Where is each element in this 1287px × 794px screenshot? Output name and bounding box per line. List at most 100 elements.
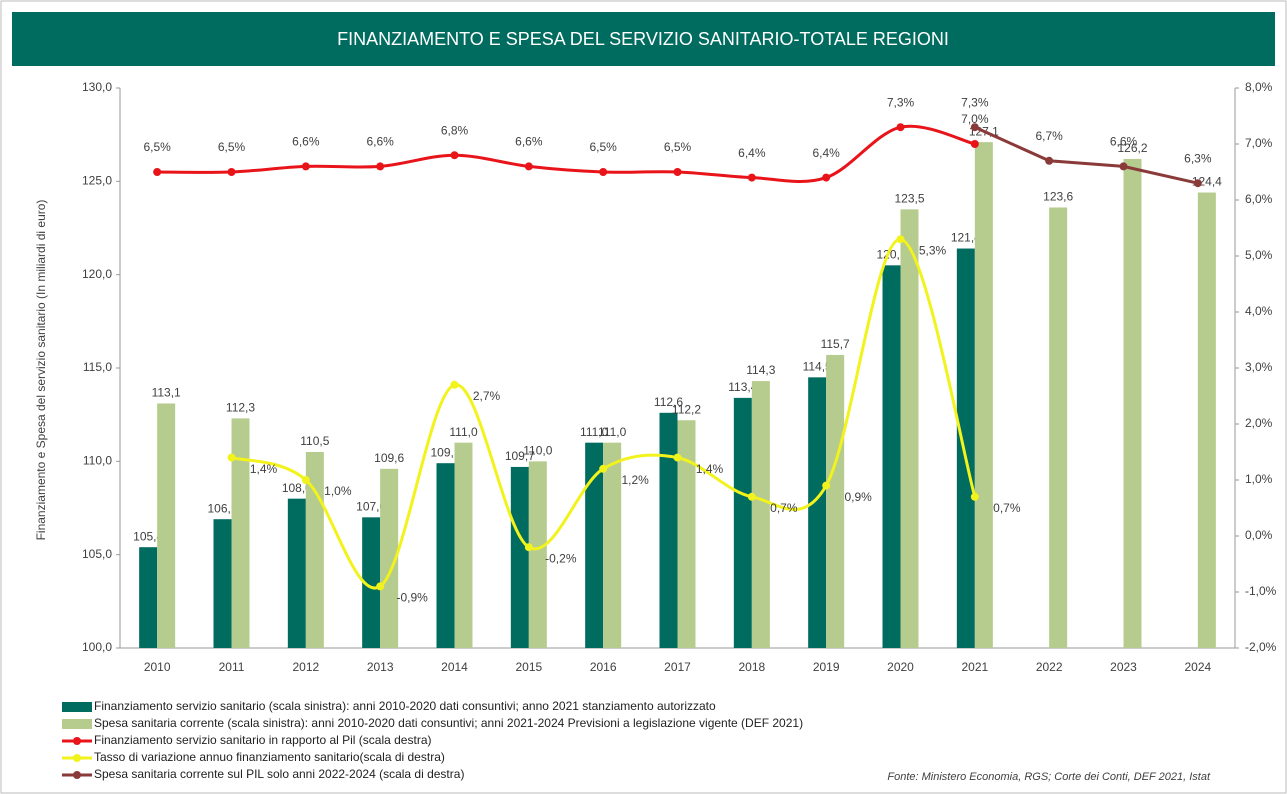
line-point (822, 173, 831, 182)
bar-value-label: 111,0 (580, 425, 609, 439)
line-point (153, 168, 162, 176)
line-point (970, 123, 979, 132)
line (974, 125, 1199, 185)
bar-value-label: 115,7 (821, 337, 850, 351)
x-tick-label: 2021 (961, 660, 988, 674)
bar (157, 403, 176, 648)
line-value-label: 2,7% (473, 389, 501, 403)
line-value-label: 6,4% (812, 146, 840, 160)
header-band (12, 12, 1275, 66)
bar (659, 412, 678, 648)
bar (1197, 192, 1216, 649)
line-point (747, 492, 756, 501)
y2-tick-label: 4,0% (1245, 304, 1273, 318)
line-point (450, 151, 459, 160)
line-point (524, 162, 533, 171)
line-point (227, 168, 236, 176)
y-tick-label: 100,0 (82, 640, 112, 654)
bar (900, 209, 919, 649)
x-tick-label: 2020 (887, 660, 914, 674)
line-point (1193, 179, 1202, 188)
y2-tick-label: 2,0% (1245, 416, 1273, 430)
y2-tick-label: -2,0% (1245, 640, 1277, 654)
legend-dot (73, 771, 81, 779)
x-tick-label: 2023 (1110, 660, 1137, 674)
x-tick-label: 2017 (664, 660, 691, 674)
legend-swatch (62, 719, 92, 729)
bar-value-label: 112,6 (654, 395, 683, 409)
bar-value-label: 110,0 (523, 444, 552, 458)
x-tick-label: 2019 (813, 660, 840, 674)
y2-tick-label: 3,0% (1245, 360, 1273, 374)
line-point (227, 453, 236, 462)
bar (826, 354, 845, 648)
y-tick-label: 120,0 (82, 267, 112, 281)
bar-value-label: 109,6 (374, 451, 404, 465)
bar-value-label: 109,7 (505, 449, 535, 463)
source: Fonte: Ministero Economia, RGS; Corte de… (887, 771, 1211, 783)
y-tick-label: 105,0 (82, 547, 112, 561)
bar-value-label: 108,0 (282, 481, 312, 495)
y2-tick-label: 0,0% (1245, 528, 1273, 542)
line-point (376, 582, 385, 591)
line-value-label: 6,6% (292, 135, 320, 149)
line-point (450, 380, 459, 389)
bar (974, 142, 993, 648)
legend-swatch (62, 702, 92, 712)
bar-value-label: 114,5 (803, 360, 832, 374)
line-value-label: 6,7% (1035, 129, 1063, 143)
y2-tick-label: 1,0% (1245, 472, 1273, 486)
line-value-label: 0,7% (770, 501, 798, 515)
bar (528, 461, 547, 648)
bar-value-label: 121,4 (951, 231, 981, 245)
bar-value-label: 112,2 (672, 402, 701, 416)
legend-label: Finanziamento servizio sanitario in rapp… (94, 733, 431, 747)
line (157, 124, 976, 184)
line-point (970, 492, 979, 501)
line-point (1045, 156, 1054, 165)
y-axis-label: Finanziamento e Spesa del servizio sanit… (34, 200, 48, 541)
bar (139, 547, 158, 648)
line-value-label: 6,3% (1184, 151, 1212, 165)
line-point (524, 543, 533, 552)
bar (677, 420, 696, 648)
bar-value-label: 105,4 (133, 529, 163, 543)
line-value-label: 5,3% (919, 243, 947, 257)
bar-value-label: 110,5 (300, 434, 329, 448)
bar (454, 442, 473, 648)
line-value-label: 1,4% (696, 462, 724, 476)
line-value-label: 1,4% (250, 462, 278, 476)
line-point (673, 453, 682, 462)
line-value-label: 0,9% (844, 490, 872, 504)
bar (231, 418, 250, 648)
y-tick-label: 130,0 (82, 80, 112, 94)
line-value-label: 1,0% (324, 484, 352, 498)
bar (751, 381, 770, 648)
line-value-label: 6,5% (664, 140, 692, 154)
bar-value-label: 113,4 (728, 380, 757, 394)
legend-label: Spesa sanitaria corrente sul PIL solo an… (94, 767, 464, 781)
bar (287, 498, 306, 648)
bar-value-label: 114,3 (746, 363, 775, 377)
line-value-label: 7,3% (887, 95, 915, 109)
legend-label: Spesa sanitaria corrente (scala sinistra… (94, 716, 803, 730)
bar (1123, 158, 1142, 648)
legend-dot (73, 737, 81, 745)
x-tick-label: 2015 (515, 660, 542, 674)
line-value-label: 6,5% (589, 140, 617, 154)
y2-tick-label: -1,0% (1245, 584, 1277, 598)
bar-value-label: 111,0 (598, 425, 627, 439)
line-point (822, 481, 831, 490)
line-value-label: 6,4% (738, 146, 766, 160)
x-tick-label: 2010 (144, 660, 171, 674)
bar-value-label: 106,9 (207, 501, 237, 515)
y2-tick-label: 6,0% (1245, 192, 1273, 206)
line-value-label: 1,2% (621, 473, 649, 487)
line-value-label: -0,9% (396, 591, 428, 605)
line-value-label: 7,0% (961, 112, 989, 126)
line-point (376, 162, 385, 171)
y2-tick-label: 5,0% (1245, 248, 1273, 262)
x-tick-label: 2018 (738, 660, 765, 674)
